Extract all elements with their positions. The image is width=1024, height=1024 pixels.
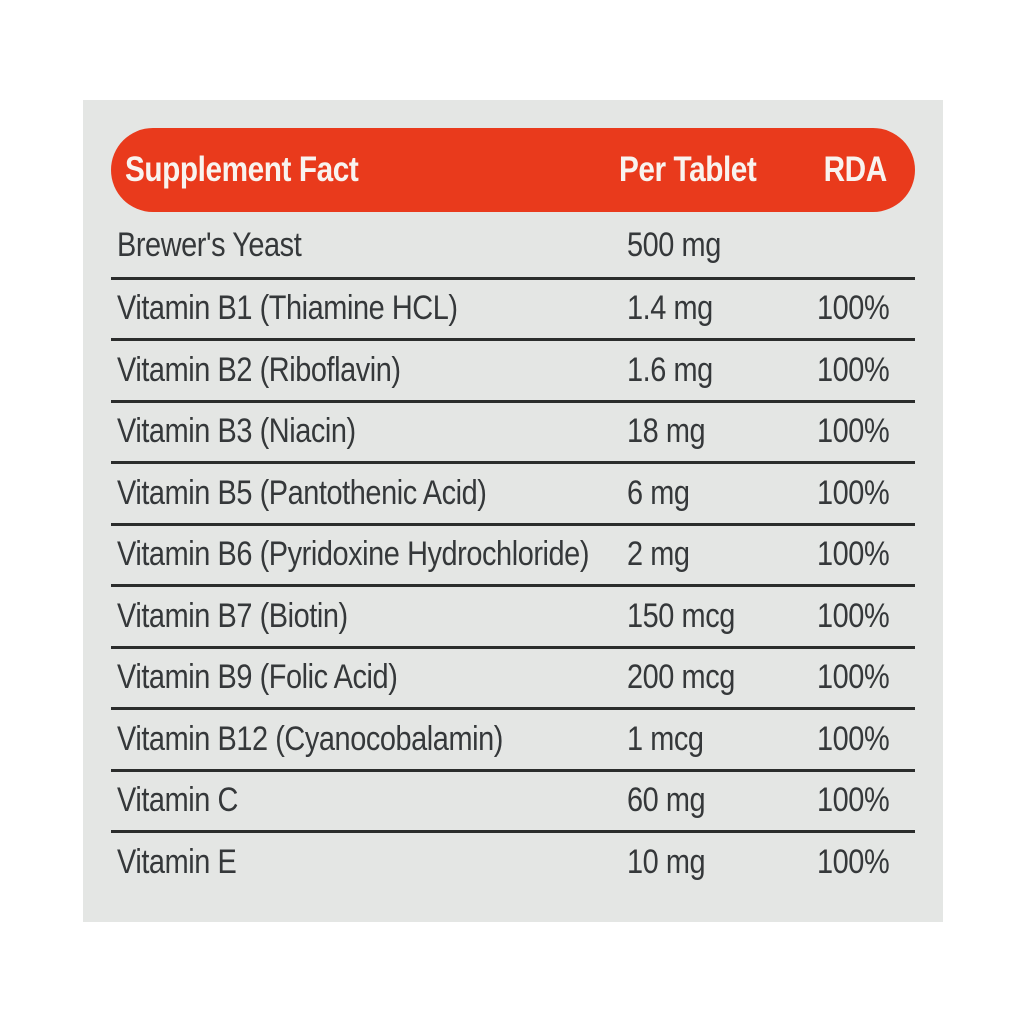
ingredient-name: Vitamin B6 (Pyridoxine Hydrochloride) [117,535,590,574]
amount-value: 2 mg [627,535,690,574]
table-row: Vitamin B9 (Folic Acid) 200 mcg 100% [111,645,915,708]
amount-value: 10 mg [627,842,706,881]
table-row: Vitamin B1 (Thiamine HCL) 1.4 mg 100% [111,276,915,339]
ingredient-name: Vitamin B1 (Thiamine HCL) [117,289,458,328]
ingredient-name: Vitamin B2 (Riboflavin) [117,350,401,389]
table-row: Vitamin B7 (Biotin) 150 mcg 100% [111,584,915,646]
ingredient-name-cell: Vitamin B6 (Pyridoxine Hydrochloride) [117,535,627,574]
amount-cell: 18 mg [627,412,817,451]
rda-value: 100% [817,412,890,451]
table-row: Vitamin B3 (Niacin) 18 mg 100% [111,399,915,462]
rda-value: 100% [817,473,890,512]
amount-value: 1.4 mg [627,289,713,328]
amount-cell: 1.6 mg [627,351,817,390]
ingredient-name: Vitamin B12 (Cyanocobalamin) [117,719,503,758]
ingredient-name: Vitamin C [117,781,238,820]
table-row: Brewer's Yeast 500 mg [111,215,915,277]
rda-value: 100% [817,289,890,328]
ingredient-name-cell: Vitamin B5 (Pantothenic Acid) [117,474,627,513]
amount-value: 200 mcg [627,658,735,697]
per-tablet-column-header: Per Tablet [619,150,757,189]
header-per-tablet-cell: Per Tablet [619,150,809,190]
amount-value: 1 mcg [627,719,704,758]
table-row: Vitamin E 10 mg 100% [111,830,915,892]
rda-value: 100% [817,658,890,697]
header-title-cell: Supplement Fact [125,150,619,190]
ingredient-name-cell: Vitamin E [117,843,627,882]
rda-cell [817,226,909,265]
amount-cell: 200 mcg [627,658,817,697]
ingredient-name: Vitamin E [117,842,237,881]
amount-value: 6 mg [627,473,690,512]
rda-cell: 100% [817,597,909,636]
rda-value: 100% [817,596,890,635]
table-row: Vitamin B12 (Cyanocobalamin) 1 mcg 100% [111,707,915,769]
amount-value: 500 mg [627,226,721,265]
ingredient-name: Vitamin B5 (Pantothenic Acid) [117,473,487,512]
ingredient-name-cell: Vitamin B2 (Riboflavin) [117,351,627,390]
ingredient-name-cell: Brewer's Yeast [117,226,627,265]
rda-value: 100% [817,781,890,820]
rda-value: 100% [817,842,890,881]
table-header: Supplement Fact Per Tablet RDA [111,128,915,212]
rda-cell: 100% [817,535,909,574]
rda-column-header: RDA [823,150,887,189]
header-rda-cell: RDA [809,150,901,190]
amount-cell: 1.4 mg [627,289,817,328]
amount-cell: 500 mg [627,226,817,265]
ingredient-name-cell: Vitamin B7 (Biotin) [117,597,627,636]
ingredient-name: Vitamin B3 (Niacin) [117,412,356,451]
rda-cell: 100% [817,474,909,513]
rda-cell: 100% [817,720,909,759]
rda-cell: 100% [817,658,909,697]
table-row: Vitamin C 60 mg 100% [111,768,915,831]
supplement-label-card: Supplement Fact Per Tablet RDA Brewer's … [83,100,943,922]
ingredient-name-cell: Vitamin B9 (Folic Acid) [117,658,627,697]
rda-cell: 100% [817,289,909,328]
rda-cell: 100% [817,843,909,882]
amount-cell: 150 mcg [627,597,817,636]
amount-value: 1.6 mg [627,350,713,389]
ingredient-name-cell: Vitamin B1 (Thiamine HCL) [117,289,627,328]
amount-value: 60 mg [627,781,706,820]
amount-value: 150 mcg [627,596,735,635]
amount-value: 18 mg [627,412,706,451]
rda-value: 100% [817,535,890,574]
amount-cell: 60 mg [627,781,817,820]
table-row: Vitamin B2 (Riboflavin) 1.6 mg 100% [111,338,915,400]
ingredient-name: Vitamin B7 (Biotin) [117,596,348,635]
table-row: Vitamin B6 (Pyridoxine Hydrochloride) 2 … [111,522,915,585]
rda-value: 100% [817,719,890,758]
table-title: Supplement Fact [125,150,359,189]
ingredient-name-cell: Vitamin B12 (Cyanocobalamin) [117,720,627,759]
amount-cell: 1 mcg [627,720,817,759]
table-body: Brewer's Yeast 500 mg Vitamin B1 (Thiami… [111,215,915,892]
ingredient-name-cell: Vitamin B3 (Niacin) [117,412,627,451]
ingredient-name-cell: Vitamin C [117,781,627,820]
rda-cell: 100% [817,781,909,820]
ingredient-name: Brewer's Yeast [117,226,302,265]
rda-cell: 100% [817,412,909,451]
table-row: Vitamin B5 (Pantothenic Acid) 6 mg 100% [111,461,915,523]
amount-cell: 6 mg [627,474,817,513]
rda-cell: 100% [817,351,909,390]
rda-value: 100% [817,350,890,389]
ingredient-name: Vitamin B9 (Folic Acid) [117,658,398,697]
amount-cell: 10 mg [627,843,817,882]
amount-cell: 2 mg [627,535,817,574]
